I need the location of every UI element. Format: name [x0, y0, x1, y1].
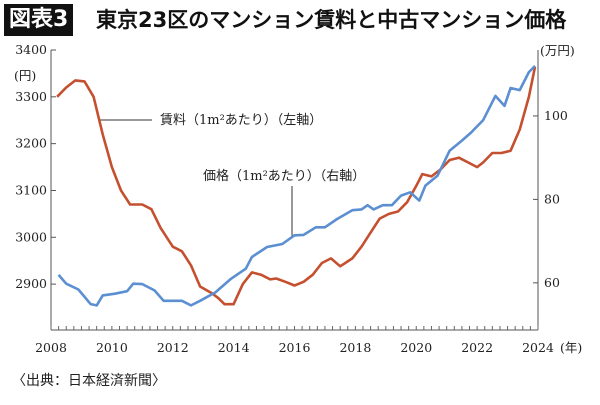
rent-series-label: 賃料（1m²あたり）（左軸）: [160, 113, 322, 128]
x-axis-unit: (年): [560, 340, 582, 355]
x-tick-label: 2014: [218, 340, 250, 355]
left-tick-label: 3100: [15, 182, 47, 197]
x-tick-label: 2020: [400, 340, 432, 355]
x-tick-label: 2012: [157, 340, 189, 355]
x-tick-label: 2010: [96, 340, 128, 355]
price-series-label: 価格（1m²あたり）（右軸）: [203, 168, 365, 184]
chart-title: 東京23区のマンション賃料と中古マンション価格: [96, 8, 567, 32]
right-axis-unit: (万円): [540, 43, 575, 58]
left-tick-label: 3000: [15, 229, 47, 244]
left-axis-unit: (円): [14, 68, 36, 83]
x-tick-label: 2016: [279, 340, 311, 355]
right-tick-label: 100: [544, 108, 568, 123]
price-series-line: [57, 64, 536, 307]
left-tick-label: 3300: [15, 89, 47, 104]
x-tick-label: 2024: [522, 340, 554, 355]
rent-series-line: [56, 66, 537, 306]
source-note: 〈出典：日本経済新聞〉: [12, 373, 166, 389]
x-tick-label: 2008: [35, 340, 67, 355]
figure-badge: 図表3: [4, 4, 74, 36]
left-tick-label: 2900: [15, 276, 47, 291]
left-tick-label: 3400: [15, 42, 47, 57]
right-tick-label: 60: [544, 275, 560, 290]
x-tick-label: 2018: [339, 340, 371, 355]
left-tick-label: 3200: [15, 136, 47, 151]
right-tick-label: 80: [544, 191, 560, 206]
x-tick-label: 2022: [461, 340, 493, 355]
